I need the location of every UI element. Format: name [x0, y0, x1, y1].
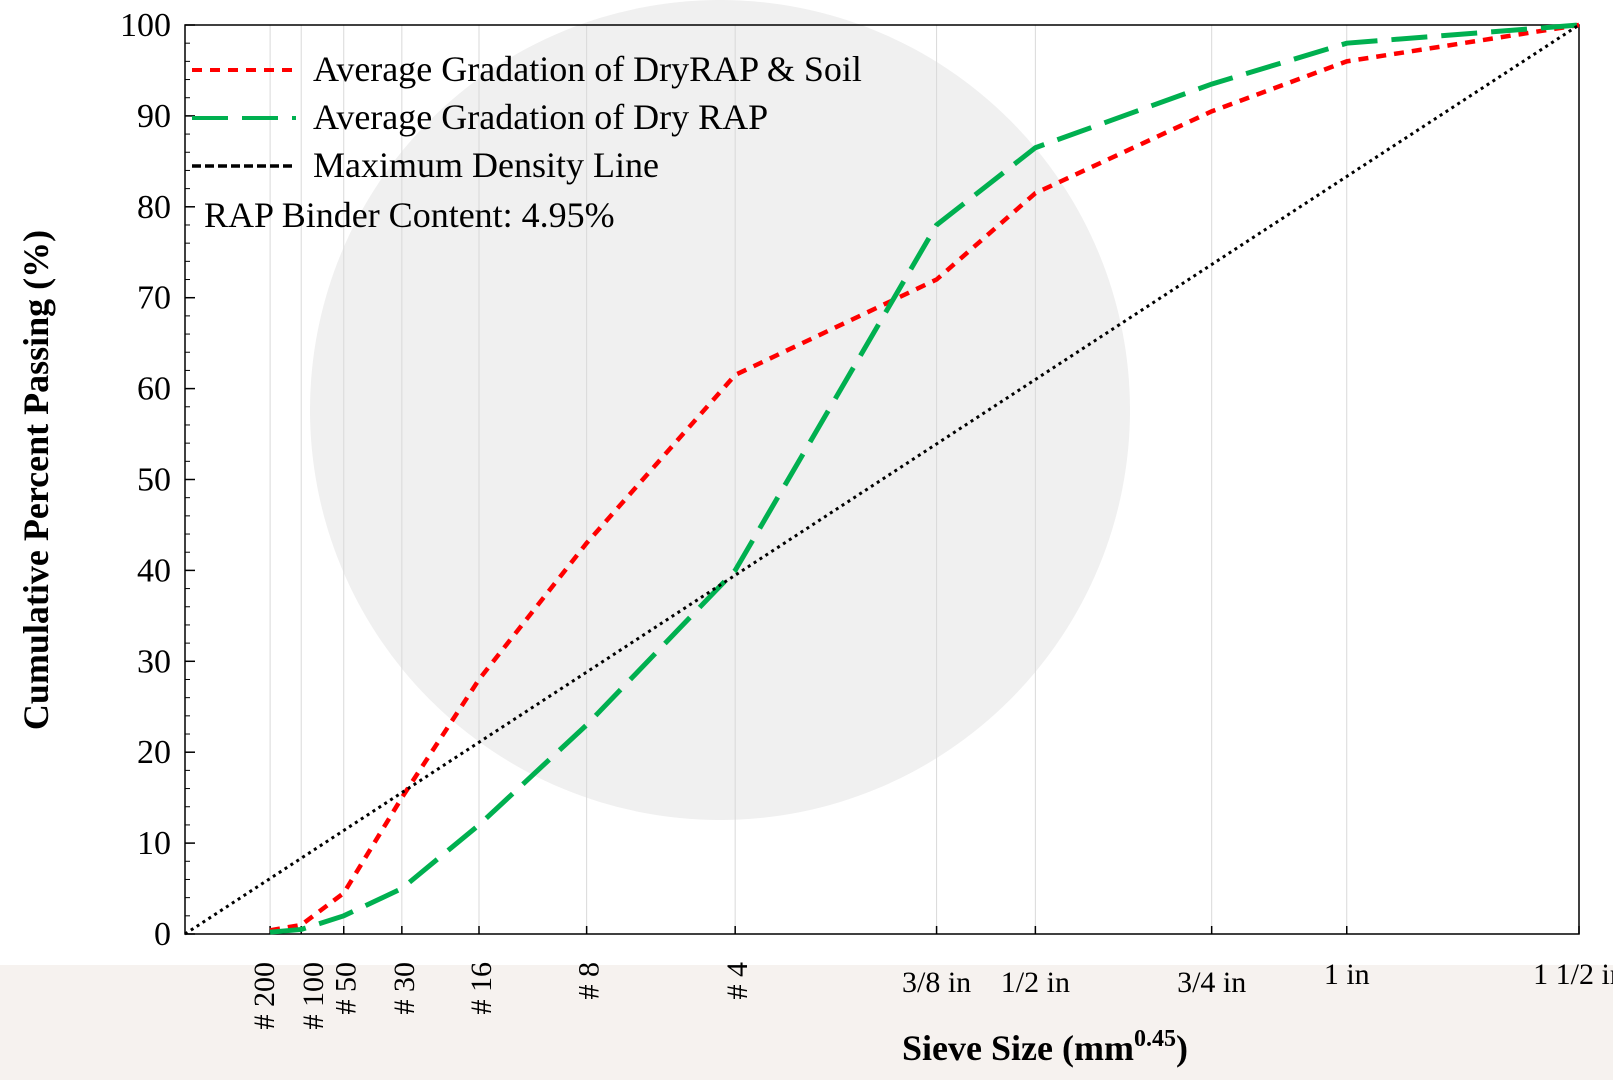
y-tick-label: 90 — [137, 98, 171, 135]
x-axis-title: Sieve Size (mm0.45) — [902, 1026, 1188, 1068]
y-tick-label: 40 — [137, 552, 171, 589]
x-tick-label: # 30 — [388, 962, 421, 1015]
y-tick-label: 10 — [137, 825, 171, 862]
series-line — [269, 22, 1580, 935]
y-tick-label: 20 — [137, 734, 171, 771]
x-tick-label: 1 1/2 in — [1533, 958, 1613, 991]
x-tick-label: # 16 — [465, 962, 498, 1015]
legend-label: Average Gradation of DryRAP & Soil — [313, 49, 862, 89]
annotation: RAP Binder Content: 4.95% — [204, 195, 615, 235]
x-tick-label: # 8 — [573, 962, 606, 1000]
y-tick-label: 0 — [154, 916, 171, 953]
y-tick-label: 80 — [137, 189, 171, 226]
x-tick-label: 3/4 in — [1177, 966, 1246, 999]
y-tick-label: 30 — [137, 643, 171, 680]
x-tick-label: # 50 — [330, 962, 363, 1015]
y-tick-label: 70 — [137, 280, 171, 317]
x-tick-label: # 100 — [297, 962, 330, 1030]
x-tick-label: # 4 — [721, 962, 754, 1000]
series-line — [184, 23, 1580, 936]
y-tick-label: 50 — [137, 462, 171, 499]
y-axis-title: Cumulative Percent Passing (%) — [16, 230, 56, 730]
x-tick-label: 1/2 in — [1001, 966, 1070, 999]
series-line — [269, 22, 1580, 933]
plot-frame — [184, 24, 1580, 935]
background-band — [0, 965, 1613, 1080]
x-tick-label: 1 in — [1324, 958, 1370, 991]
y-tick-label: 60 — [137, 371, 171, 408]
x-tick-label: # 200 — [248, 962, 281, 1030]
watermark — [310, 0, 1130, 820]
legend-label: Average Gradation of Dry RAP — [313, 97, 768, 137]
legend-label: Maximum Density Line — [313, 145, 659, 185]
x-tick-label: 3/8 in — [902, 966, 971, 999]
y-tick-label: 100 — [120, 7, 171, 44]
